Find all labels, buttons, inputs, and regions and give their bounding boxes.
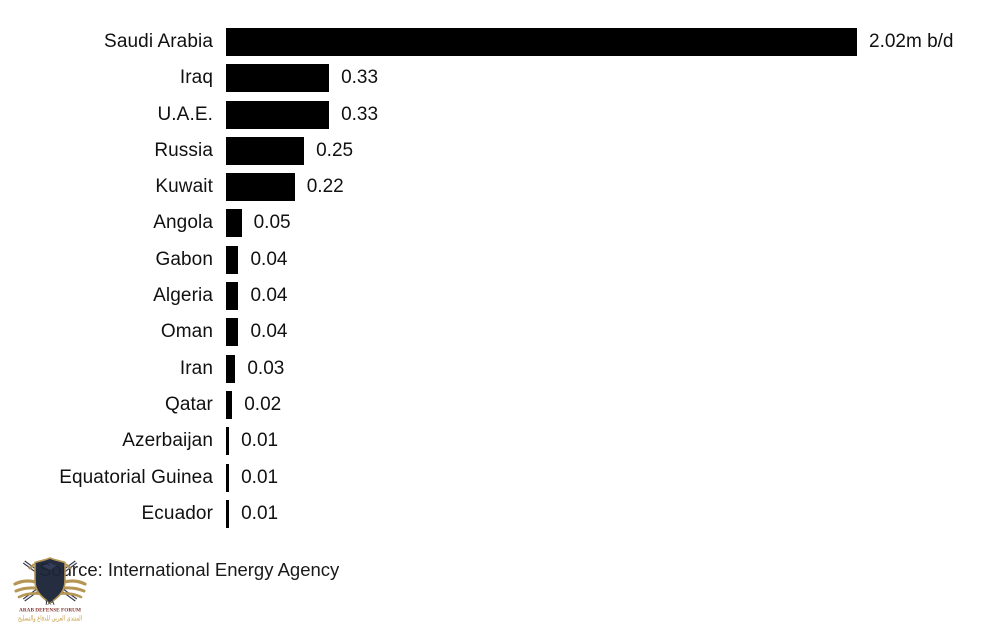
bar (226, 64, 330, 93)
category-label: Azerbaijan (122, 430, 213, 452)
bar (226, 100, 330, 129)
bar (226, 173, 295, 202)
watermark-org-name: ARAB DEFENSE FORUM (19, 608, 82, 614)
source-note: Source: International Energy Agency (39, 559, 340, 580)
watermark-monogram: DA (45, 600, 55, 607)
shield-icon (34, 557, 66, 604)
value-label: 0.04 (250, 285, 288, 307)
category-label: Gabon (155, 248, 213, 270)
value-label: 0.25 (316, 139, 354, 161)
category-label: Iraq (179, 67, 213, 89)
category-label: Kuwait (155, 176, 213, 198)
watermark-org-name-arabic: المنتدى العربي للدفاع والتسليح (18, 615, 82, 623)
chart-row: Saudi Arabia 2.02m b/d (0, 24, 982, 60)
chart-row: Equatorial Guinea 0.01 (0, 459, 982, 495)
value-label: 0.04 (250, 321, 288, 343)
category-label: Algeria (153, 285, 213, 307)
value-label: 0.33 (341, 67, 379, 89)
value-label: 0.03 (247, 357, 285, 379)
value-label: 0.01 (241, 430, 279, 452)
chart-row: Iran 0.03 (0, 350, 982, 386)
category-label: Oman (160, 321, 213, 343)
category-label: Saudi Arabia (104, 30, 213, 52)
bar (226, 27, 857, 56)
bar (226, 499, 230, 528)
value-label: 0.04 (250, 248, 288, 270)
bar (226, 245, 239, 274)
chart-row: Oman 0.04 (0, 314, 982, 350)
bar (226, 390, 233, 419)
bar (226, 209, 242, 238)
chart-row: U.A.E. 0.33 (0, 96, 982, 132)
value-label: 0.02 (244, 393, 282, 415)
arab-defense-forum-watermark: DA ARAB DEFENSE FORUM المنتدى العربي للد… (13, 557, 87, 623)
bar (226, 463, 230, 492)
chart-row: Algeria 0.04 (0, 278, 982, 314)
chart-row: Kuwait 0.22 (0, 169, 982, 205)
value-label: 2.02m b/d (869, 30, 954, 52)
category-label: Qatar (164, 393, 213, 415)
category-label: U.A.E. (157, 103, 213, 125)
chart-row: Ecuador 0.01 (0, 496, 982, 532)
category-label: Russia (154, 139, 213, 161)
category-label: Angola (153, 212, 213, 234)
chart-row: Russia 0.25 (0, 133, 982, 169)
chart-row: Iraq 0.33 (0, 60, 982, 96)
value-label: 0.22 (306, 176, 344, 198)
bar (226, 427, 230, 456)
chart-row: Qatar 0.02 (0, 387, 982, 423)
value-label: 0.01 (241, 466, 279, 488)
chart-row: Gabon 0.04 (0, 242, 982, 278)
value-label: 0.01 (241, 502, 279, 524)
bar (226, 318, 239, 347)
category-label: Equatorial Guinea (59, 466, 213, 488)
category-label: Ecuador (141, 502, 213, 524)
value-label: 0.33 (341, 103, 379, 125)
chart-row: Azerbaijan 0.01 (0, 423, 982, 459)
category-label: Iran (179, 357, 213, 379)
bar (226, 282, 239, 311)
chart-row: Angola 0.05 (0, 205, 982, 241)
bar (226, 354, 236, 383)
bar (226, 136, 305, 165)
value-label: 0.05 (253, 212, 291, 234)
bar-chart: Saudi Arabia 2.02m b/d Iraq 0.33 U.A.E. 0.33 R… (0, 24, 982, 532)
